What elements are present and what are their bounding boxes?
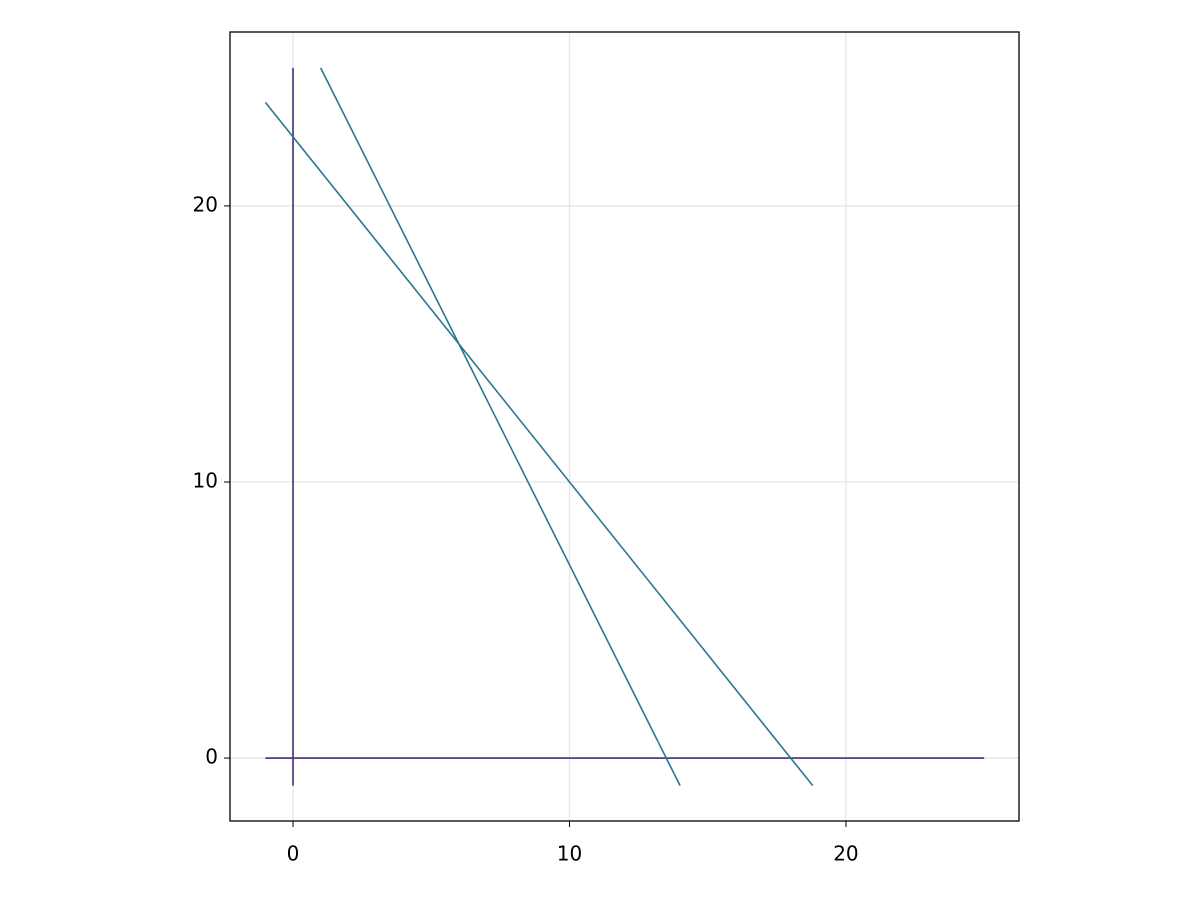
axes-frame <box>229 31 1020 822</box>
x-tick-label: 10 <box>557 842 582 866</box>
y-tick-label: 0 <box>205 745 218 769</box>
plot-area <box>264 67 985 787</box>
y-tick-label: 10 <box>193 468 218 492</box>
line <box>264 101 814 787</box>
y-tick-label: 20 <box>193 192 218 216</box>
x-tick-label: 20 <box>833 842 858 866</box>
x-tick-label: 0 <box>287 842 300 866</box>
line <box>319 67 681 787</box>
